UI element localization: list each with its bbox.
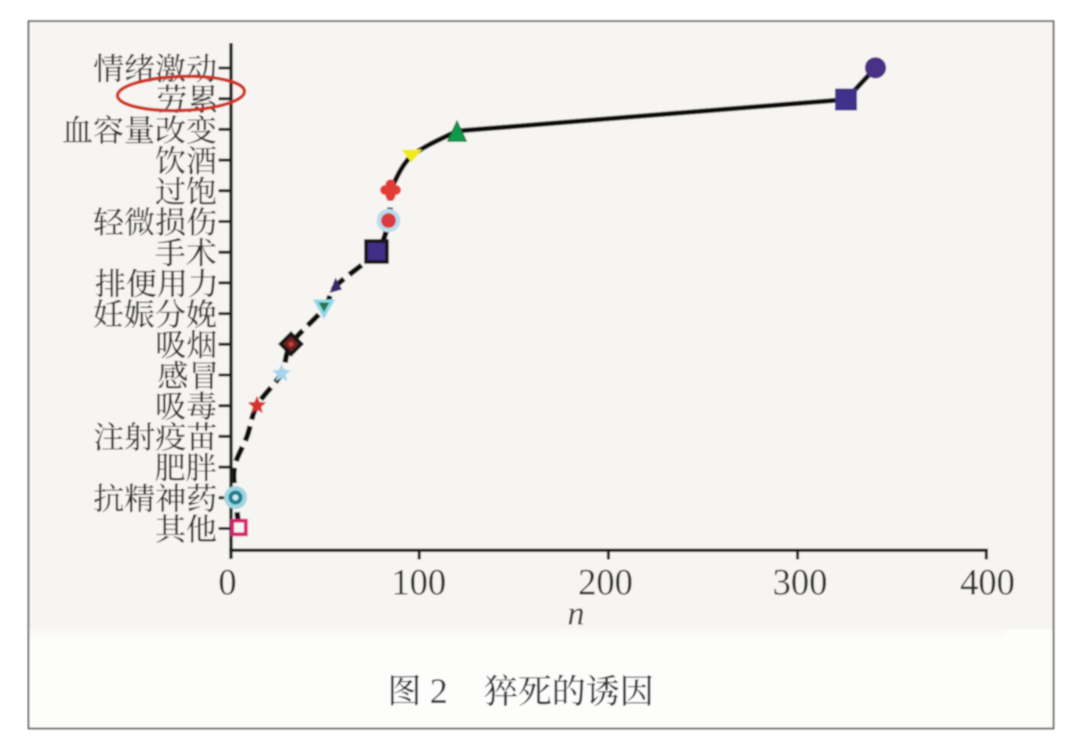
svg-text:2: 2 (430, 671, 448, 711)
svg-text:300: 300 (773, 562, 828, 603)
svg-text:n: n (568, 596, 585, 633)
svg-text:400: 400 (960, 562, 1015, 603)
svg-text:200: 200 (578, 562, 633, 603)
svg-text:100: 100 (391, 562, 446, 603)
svg-text:0: 0 (218, 562, 236, 603)
